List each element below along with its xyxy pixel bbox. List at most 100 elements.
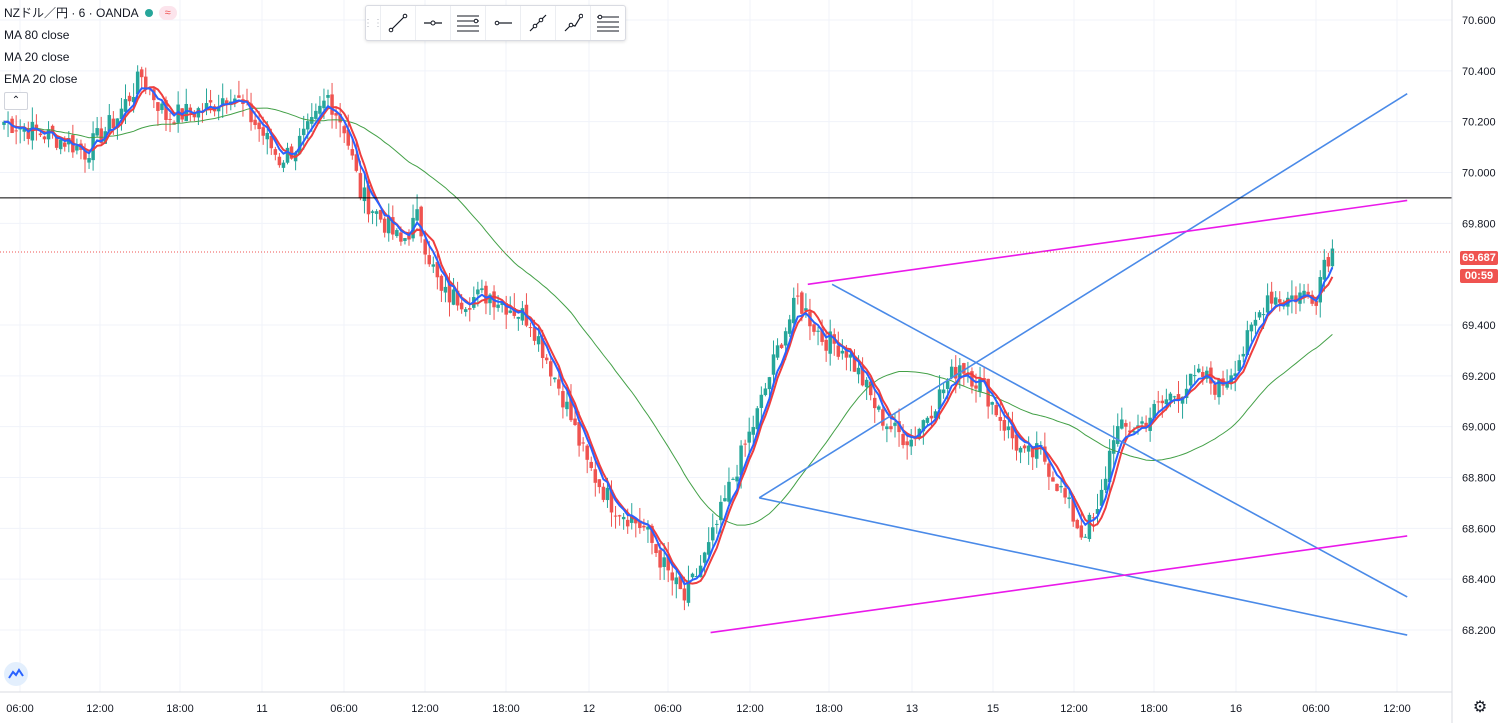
candle-body [755, 408, 760, 430]
candle-body [1180, 396, 1185, 404]
candle-body [476, 289, 480, 295]
drag-handle-icon[interactable]: ⋮⋮ [363, 17, 383, 29]
extended-line-icon[interactable] [520, 6, 555, 40]
candle-body [597, 479, 602, 488]
candle-body [674, 577, 679, 585]
candle-body [937, 389, 942, 410]
candle-body [107, 115, 112, 132]
trendline-magenta[interactable] [807, 199, 1408, 286]
candle-body [905, 441, 909, 446]
candle-body [544, 357, 549, 361]
candle-body [1229, 375, 1233, 383]
tradingview-logo-icon[interactable] [4, 662, 28, 686]
candle-body [945, 380, 950, 389]
candle-body [403, 238, 407, 241]
candle-body [516, 316, 521, 319]
candle-body [1055, 483, 1059, 491]
candle-body [273, 149, 278, 155]
candle-body [164, 100, 168, 120]
candle-body [370, 211, 375, 213]
price-axis[interactable]: 70.600 70.400 70.200 70.000 69.800 69.400 69.2… [1462, 15, 1496, 637]
candle-body [836, 345, 841, 357]
candle-body [362, 187, 367, 202]
time-tick-label: 12:00 [1060, 703, 1088, 715]
candle-body [812, 324, 816, 332]
candle-body [577, 422, 581, 446]
candle-body [962, 363, 966, 374]
trendline-blue[interactable] [759, 497, 1408, 636]
candle-body [864, 379, 869, 388]
time-tick-label: 12:00 [411, 703, 439, 715]
candle-body [634, 519, 638, 524]
candle-body [1063, 488, 1067, 498]
candle-body [877, 406, 881, 410]
candle-body [715, 523, 719, 525]
candle-body [573, 418, 577, 426]
candle-body [986, 378, 990, 407]
candle-body [1043, 446, 1047, 462]
candle-body [909, 439, 913, 447]
candle-body [751, 427, 755, 435]
candle-body [731, 478, 735, 480]
trendline-blue[interactable] [758, 93, 1408, 499]
candle-body [1120, 419, 1124, 429]
candle-body [1168, 393, 1173, 401]
trendline-blue[interactable] [831, 283, 1408, 598]
candle-body [1111, 440, 1116, 454]
candle-body [75, 145, 79, 151]
candle-body [553, 377, 557, 380]
indicator-ema20[interactable]: EMA 20 close [4, 72, 78, 86]
candle-body [816, 330, 820, 332]
symbol-title[interactable]: NZドル／円 · 6 · OANDA ≈ [4, 2, 177, 24]
candle-body [621, 516, 626, 520]
candle-body [50, 125, 55, 134]
trendlines[interactable] [710, 93, 1408, 636]
candle-body [261, 127, 265, 136]
gear-icon[interactable]: ⚙ [1472, 699, 1488, 716]
candle-body [455, 290, 460, 306]
trendline-magenta[interactable] [710, 535, 1408, 634]
candle-body [719, 501, 723, 521]
indicator-ma80[interactable]: MA 80 close [4, 28, 70, 42]
candle-body [662, 557, 666, 567]
candle-body [54, 136, 59, 148]
candle-body [873, 397, 877, 409]
candle-body [144, 76, 148, 89]
candle-body [775, 345, 780, 358]
time-tick-label: 13 [906, 703, 918, 715]
candle-body [565, 401, 569, 410]
collapse-legend-button[interactable]: ⌃ [4, 92, 28, 110]
candle-body [860, 366, 865, 386]
candle-body [897, 421, 901, 433]
candle-body [318, 105, 322, 114]
candle-body [885, 426, 889, 430]
candle-body [601, 486, 606, 500]
fib-retracement-icon[interactable] [590, 6, 625, 40]
path-icon[interactable] [555, 6, 590, 40]
candle-body [496, 304, 500, 308]
candle-body [1217, 379, 1221, 398]
time-tick-label: 06:00 [6, 703, 34, 715]
time-axis[interactable]: 06:00 12:00 18:00 11 06:00 12:00 18:00 12 06:00 1… [6, 703, 1411, 715]
candle-body [208, 100, 213, 103]
candle-body [1079, 525, 1084, 538]
candle-body [958, 365, 962, 378]
indicator-ma20[interactable]: MA 20 close [4, 50, 70, 64]
candle-body [435, 262, 440, 278]
horizontal-ray-icon[interactable] [415, 6, 450, 40]
time-tick-label: 12:00 [86, 703, 114, 715]
candle-body [549, 361, 553, 377]
candle-body [759, 394, 764, 408]
drawing-toolbar: ⋮⋮ [363, 5, 626, 41]
horizontal-line-icon[interactable] [485, 6, 520, 40]
trend-line-icon[interactable] [380, 6, 415, 40]
candle-body [698, 565, 703, 578]
candle-body [1010, 426, 1015, 439]
candle-body [800, 292, 804, 314]
chart-grid [0, 0, 1452, 692]
candle-body [998, 416, 1003, 421]
parallel-channel-icon[interactable] [450, 6, 485, 40]
market-status-icon [144, 9, 153, 17]
candle-body [1265, 295, 1270, 313]
